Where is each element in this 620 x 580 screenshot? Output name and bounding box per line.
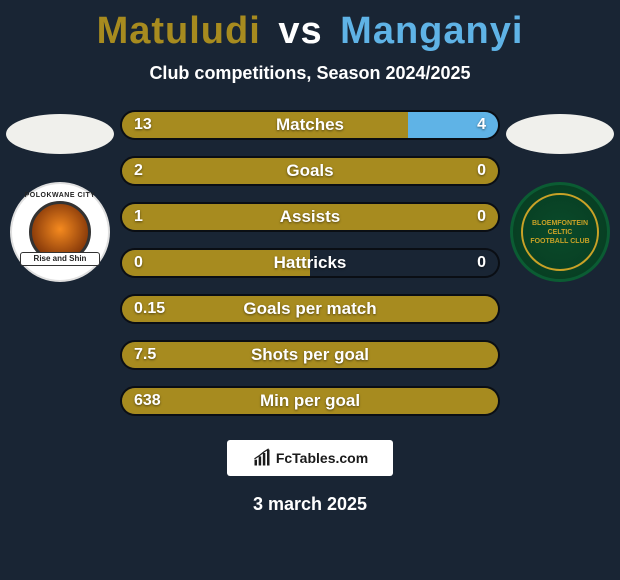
left-column: POLOKWANE CITY Rise and Shin [0,104,120,282]
crest-left-banner: Rise and Shin [20,252,100,266]
stat-row: 0.15Goals per match [120,294,500,324]
footer-date: 3 march 2025 [0,494,620,515]
crest-right-ring [521,193,599,271]
player1-photo-placeholder [6,114,114,154]
stat-row: 20Goals [120,156,500,186]
crest-left-top: POLOKWANE CITY [12,192,108,199]
player2-name: Manganyi [340,10,523,52]
page-title: Matuludi vs Manganyi [0,0,620,53]
chart-icon [252,448,272,468]
player1-name: Matuludi [97,10,261,52]
stat-label: Assists [122,204,498,230]
stat-bars: 134Matches 20Goals 10Assists 00Hattricks 0.1… [120,104,500,416]
stat-label: Hattricks [122,250,498,276]
comparison-stage: POLOKWANE CITY Rise and Shin BLOEMFONTEI… [0,104,620,416]
subtitle: Club competitions, Season 2024/2025 [0,63,620,84]
right-column: BLOEMFONTEIN CELTIC FOOTBALL CLUB [500,104,620,282]
stat-row: 7.5Shots per goal [120,340,500,370]
vs-text: vs [278,10,322,52]
stat-label: Min per goal [122,388,498,414]
footer-brand: FcTables.com [227,440,393,476]
stat-label: Goals [122,158,498,184]
stat-label: Goals per match [122,296,498,322]
stat-row: 10Assists [120,202,500,232]
stat-label: Matches [122,112,498,138]
stat-row: 00Hattricks [120,248,500,278]
player2-club-crest: BLOEMFONTEIN CELTIC FOOTBALL CLUB [510,182,610,282]
stat-label: Shots per goal [122,342,498,368]
player2-photo-placeholder [506,114,614,154]
stat-row: 638Min per goal [120,386,500,416]
player1-club-crest: POLOKWANE CITY Rise and Shin [10,182,110,282]
stat-row: 134Matches [120,110,500,140]
footer-brand-text: FcTables.com [276,450,368,466]
